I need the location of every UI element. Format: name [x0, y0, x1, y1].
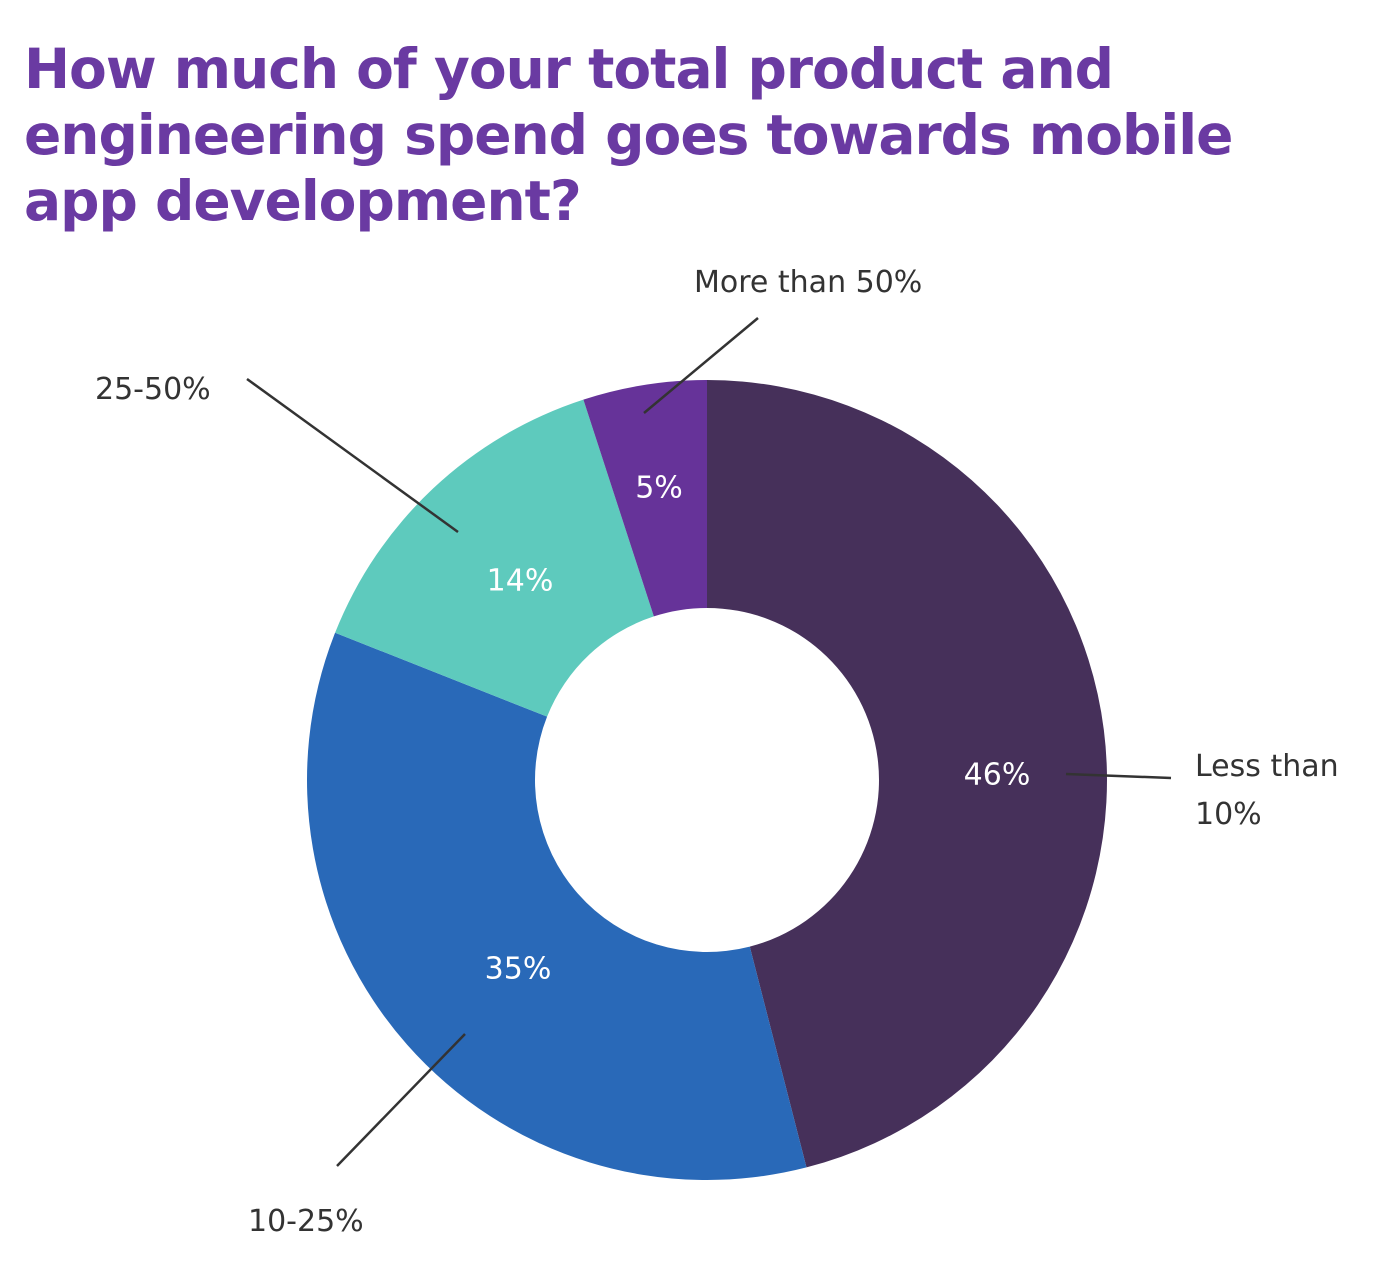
leader-line-more-than-50- [643, 317, 759, 414]
category-label-25-50-: 25-50% [95, 372, 211, 407]
category-label-10-25-: 10-25% [248, 1204, 364, 1239]
leader-line-10-25- [336, 1033, 466, 1167]
category-label-less-than-10-: Less than 10% [1195, 749, 1339, 832]
slice-more-than-50- [583, 380, 707, 617]
value-label-25-50-: 14% [487, 564, 554, 599]
slice-25-50- [335, 399, 654, 717]
slice-10-25- [307, 632, 807, 1180]
slice-less-than-10- [707, 380, 1107, 1168]
value-label-10-25-: 35% [485, 952, 552, 987]
category-label-more-than-50-: More than 50% [694, 265, 922, 300]
value-label-less-than-10-: 46% [964, 758, 1031, 793]
chart-title: How much of your total product and engin… [24, 37, 1233, 233]
leader-line-25-50- [246, 377, 459, 534]
value-label-more-than-50-: 5% [635, 471, 683, 506]
leader-line-less-than-10- [1065, 772, 1172, 780]
